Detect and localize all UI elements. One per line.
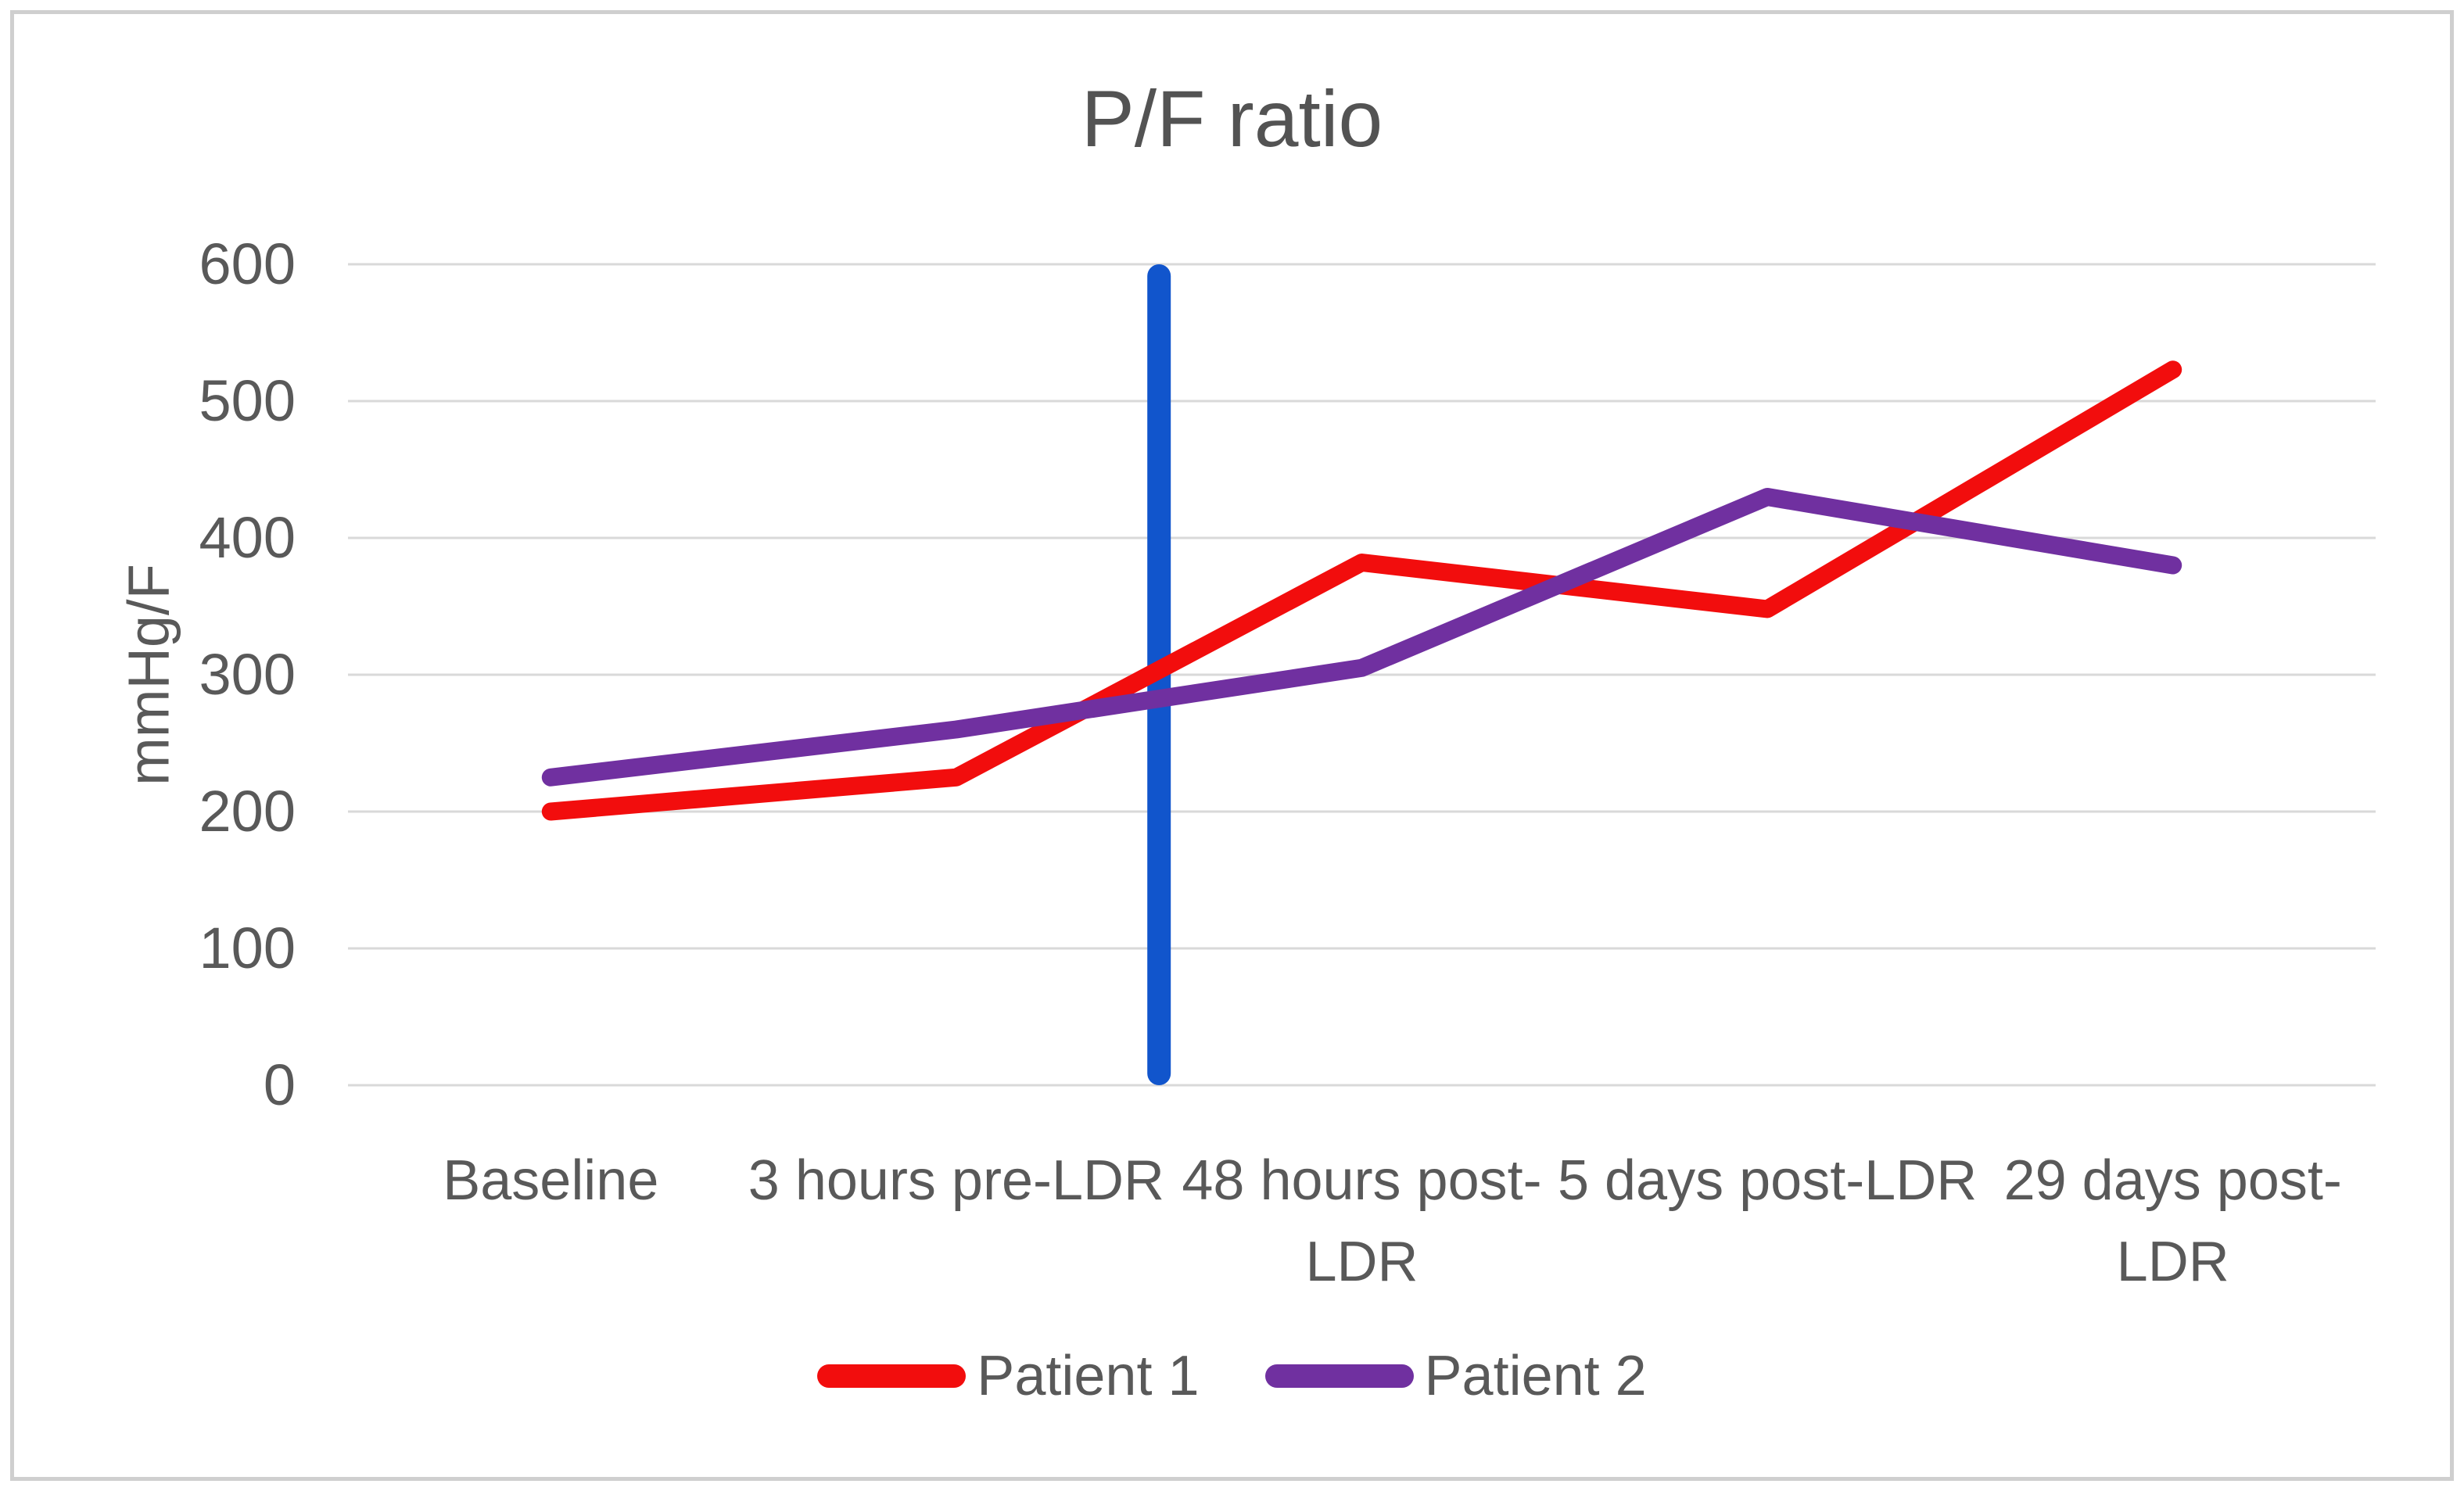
y-tick-label-400: 400 <box>199 505 296 570</box>
x-category-label-line: 29 days post- <box>2003 1149 2342 1212</box>
series-line-patient-2 <box>541 488 2182 787</box>
legend-label: Patient 2 <box>1424 1345 1647 1407</box>
legend-item-patient-2: Patient 2 <box>1264 1344 1647 1408</box>
series-line-patient-1 <box>541 360 2182 821</box>
legend-swatch <box>1264 1364 1414 1388</box>
y-tick-label-600: 600 <box>199 231 296 296</box>
x-category-label-line: 5 days post-LDR <box>1557 1149 1978 1212</box>
y-tick-label-100: 100 <box>199 916 296 980</box>
legend-label: Patient 1 <box>977 1345 1200 1407</box>
x-category-label-4: 5 days post-LDR <box>1525 1140 2010 1221</box>
y-tick-label-200: 200 <box>199 779 296 844</box>
y-tick-label-300: 300 <box>199 642 296 707</box>
y-tick-label-500: 500 <box>199 368 296 433</box>
gridlines <box>348 263 2376 1087</box>
chart-legend: Patient 1 Patient 2 <box>0 1339 2464 1414</box>
chart-title: P/F ratio <box>1081 74 1383 163</box>
y-tick-label-0: 0 <box>263 1052 296 1117</box>
x-category-label-2: 3 hours pre-LDR <box>714 1140 1199 1221</box>
legend-swatch <box>817 1364 967 1388</box>
x-category-label-3: 48 hours post- LDR <box>1120 1140 1605 1303</box>
series-lines <box>541 360 2182 821</box>
x-category-label-5: 29 days post- LDR <box>1931 1140 2416 1303</box>
x-category-label-1: Baseline <box>308 1140 793 1221</box>
x-category-label-line: LDR <box>1305 1231 1419 1293</box>
legend-item-patient-1: Patient 1 <box>817 1344 1200 1408</box>
x-category-label-line: 3 hours pre-LDR <box>748 1149 1164 1212</box>
x-category-label-line: LDR <box>2116 1231 2229 1293</box>
x-category-label-line: 48 hours post- <box>1182 1149 1542 1212</box>
x-category-label-line: Baseline <box>443 1149 659 1212</box>
